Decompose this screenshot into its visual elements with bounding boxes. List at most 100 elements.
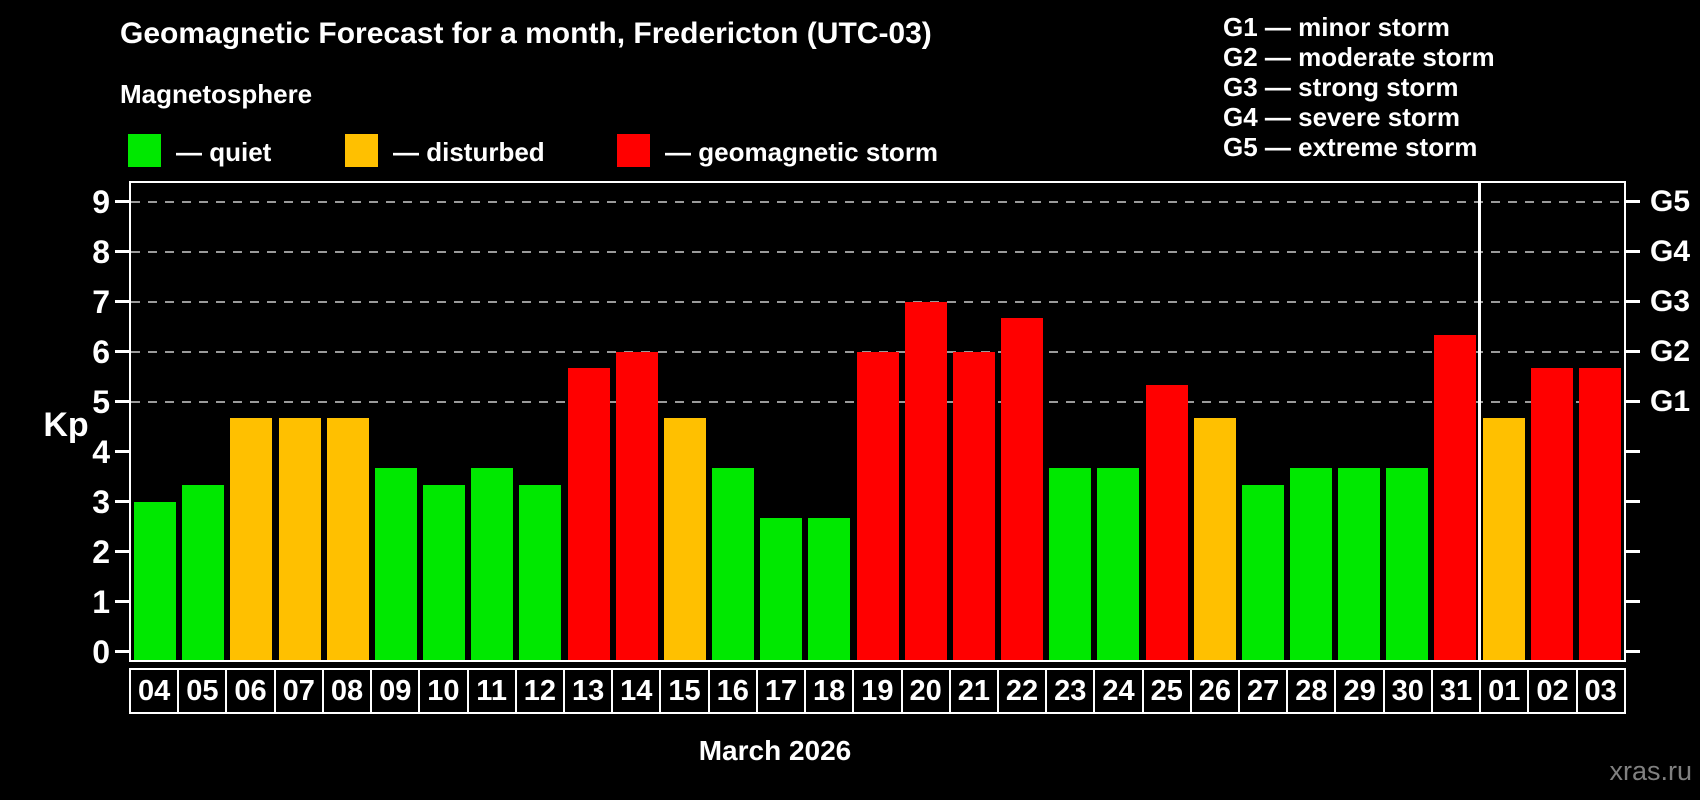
day-cell-31: 31 <box>1430 668 1482 714</box>
bar-day-21 <box>952 351 995 660</box>
day-cell-20: 20 <box>900 668 951 714</box>
day-cell-07: 07 <box>273 668 324 714</box>
y-axis-left-tick-5 <box>115 400 129 403</box>
bar-day-13 <box>567 368 610 660</box>
bar-day-19 <box>856 351 899 660</box>
bar-day-01 <box>1482 418 1525 660</box>
g-legend-line-g2: G2 — moderate storm <box>1223 42 1495 72</box>
bar-day-03 <box>1578 368 1621 660</box>
g-scale-tick-label-g3: G3 <box>1650 284 1691 318</box>
bar-day-10 <box>423 485 465 660</box>
bar-day-27 <box>1241 485 1284 660</box>
day-cell-25: 25 <box>1141 668 1192 714</box>
y-axis-left-tick-2 <box>115 550 129 553</box>
bar-day-02 <box>1530 368 1573 660</box>
day-cell-19: 19 <box>852 668 903 714</box>
bar-day-11 <box>471 468 514 660</box>
y-axis-right-tick-4 <box>1626 450 1640 453</box>
day-cell-22: 22 <box>996 668 1048 714</box>
plot-area <box>129 181 1626 662</box>
day-cell-12: 12 <box>514 668 565 714</box>
g-scale-tick-label-g5: G5 <box>1650 184 1691 218</box>
day-cell-27: 27 <box>1238 668 1289 714</box>
bar-day-29 <box>1338 468 1381 660</box>
x-axis-title: March 2026 <box>698 735 852 766</box>
y-axis-tick-label-5: 5 <box>92 383 110 420</box>
g-legend-line-g3: G3 — strong storm <box>1223 72 1459 102</box>
g-scale-tick-label-g2: G2 <box>1650 334 1691 368</box>
quiet-legend-label: — quiet <box>176 137 272 167</box>
day-cell-18: 18 <box>804 668 855 714</box>
bar-day-22 <box>1001 318 1043 660</box>
bar-day-20 <box>904 301 947 660</box>
day-cell-05: 05 <box>177 668 228 714</box>
bar-day-16 <box>712 468 754 660</box>
y-axis-left-tick-0 <box>115 650 129 653</box>
y-axis-left-tick-1 <box>115 600 129 603</box>
bar-day-24 <box>1097 468 1140 660</box>
bar-day-17 <box>760 518 803 660</box>
bar-day-28 <box>1290 468 1332 660</box>
y-axis-right-tick-6 <box>1626 350 1640 353</box>
y-axis-right-tick-9 <box>1626 200 1640 203</box>
day-cell-08: 08 <box>321 668 373 714</box>
g-legend-line-g5: G5 — extreme storm <box>1223 132 1478 162</box>
bar-day-23 <box>1049 468 1092 660</box>
y-axis-left-tick-9 <box>115 200 129 203</box>
day-cell-23: 23 <box>1045 668 1096 714</box>
g-scale-tick-label-g4: G4 <box>1650 234 1691 268</box>
day-cell-03: 03 <box>1575 668 1626 714</box>
bar-day-12 <box>519 485 562 660</box>
day-cell-30: 30 <box>1382 668 1433 714</box>
bar-day-07 <box>278 418 321 660</box>
bar-day-25 <box>1145 385 1188 660</box>
y-axis-tick-label-3: 3 <box>92 483 110 520</box>
y-axis-right-tick-5 <box>1626 400 1640 403</box>
y-axis-left-tick-3 <box>115 500 129 503</box>
x-axis-day-labels: 04 05 06 07 08 09 10 11 12 13 14 15 16 17 18 19 20 21 22 23… <box>129 668 1626 714</box>
y-axis-title: Kp <box>43 406 89 444</box>
day-cell-10: 10 <box>418 668 469 714</box>
quiet-color-swatch <box>128 134 161 167</box>
y-axis-right-tick-3 <box>1626 500 1640 503</box>
disturbed-color-swatch <box>345 134 378 167</box>
bar-day-06 <box>230 418 273 660</box>
g-legend-line-g1: G1 — minor storm <box>1223 12 1450 42</box>
y-axis-tick-label-4: 4 <box>92 433 110 470</box>
y-axis-right-tick-0 <box>1626 650 1640 653</box>
bar-day-15 <box>663 418 706 660</box>
bar-day-18 <box>808 518 851 660</box>
day-cell-17: 17 <box>755 668 807 714</box>
y-axis-tick-label-0: 0 <box>92 633 110 670</box>
bar-day-31 <box>1434 335 1477 660</box>
storm-color-swatch <box>617 134 650 167</box>
g-legend-line-g4: G4 — severe storm <box>1223 102 1461 132</box>
page-title: Geomagnetic Forecast for a month, Freder… <box>120 17 932 50</box>
day-cell-29: 29 <box>1334 668 1385 714</box>
bar-day-26 <box>1193 418 1236 660</box>
day-cell-14: 14 <box>611 668 662 714</box>
y-axis-left-tick-6 <box>115 350 129 353</box>
month-separator-line <box>1478 183 1481 660</box>
day-cell-02: 02 <box>1527 668 1578 714</box>
day-cell-09: 09 <box>370 668 421 714</box>
y-axis-right-tick-1 <box>1626 600 1640 603</box>
day-cell-21: 21 <box>948 668 999 714</box>
y-axis-tick-label-9: 9 <box>92 183 110 220</box>
day-cell-11: 11 <box>466 668 517 714</box>
y-axis-right-tick-2 <box>1626 550 1640 553</box>
bar-day-04 <box>134 501 177 660</box>
y-axis-tick-label-6: 6 <box>92 333 110 370</box>
bar-day-14 <box>615 351 658 660</box>
y-axis-tick-label-1: 1 <box>92 583 110 620</box>
day-cell-15: 15 <box>659 668 710 714</box>
watermark: xras.ru <box>1609 756 1692 786</box>
day-cell-16: 16 <box>707 668 758 714</box>
y-axis-left-tick-4 <box>115 450 129 453</box>
day-cell-28: 28 <box>1286 668 1337 714</box>
g-scale-tick-label-g1: G1 <box>1650 384 1691 418</box>
bar-day-08 <box>326 418 369 660</box>
y-axis-right-tick-8 <box>1626 250 1640 253</box>
chart-subtitle: Magnetosphere <box>120 79 313 109</box>
gridline-kp9 <box>131 200 1624 203</box>
